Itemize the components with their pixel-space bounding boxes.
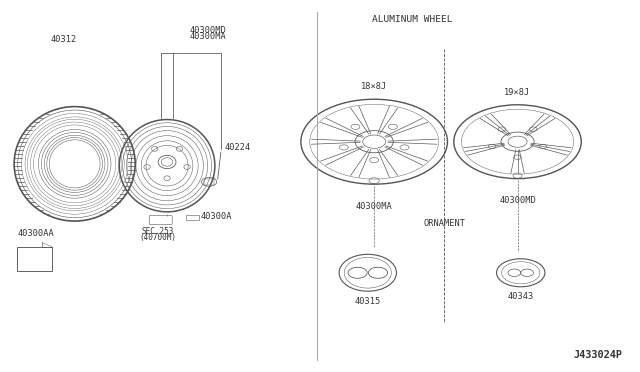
Text: 40300MA: 40300MA bbox=[356, 202, 392, 211]
Text: ALUMINUM WHEEL: ALUMINUM WHEEL bbox=[372, 15, 452, 23]
Text: 40300MD: 40300MD bbox=[499, 196, 536, 205]
Text: 40224: 40224 bbox=[225, 143, 252, 152]
Text: 40300A: 40300A bbox=[200, 212, 232, 221]
Text: 40300AA: 40300AA bbox=[17, 229, 54, 238]
Text: (40700M): (40700M) bbox=[139, 232, 176, 241]
Bar bbox=[17, 247, 52, 271]
Text: 40315: 40315 bbox=[355, 297, 381, 306]
Text: 18×8J: 18×8J bbox=[361, 82, 387, 91]
Text: 40343: 40343 bbox=[508, 292, 534, 301]
Bar bbox=[204, 179, 214, 185]
Text: 19×8J: 19×8J bbox=[504, 88, 531, 97]
Text: 40312: 40312 bbox=[51, 35, 77, 44]
Bar bbox=[186, 215, 199, 220]
Text: 40300MA: 40300MA bbox=[189, 32, 226, 41]
Text: J433024P: J433024P bbox=[573, 350, 623, 359]
Text: SEC.253: SEC.253 bbox=[141, 227, 173, 236]
Text: ORNAMENT: ORNAMENT bbox=[423, 219, 465, 228]
Text: 40300MD: 40300MD bbox=[189, 26, 226, 35]
